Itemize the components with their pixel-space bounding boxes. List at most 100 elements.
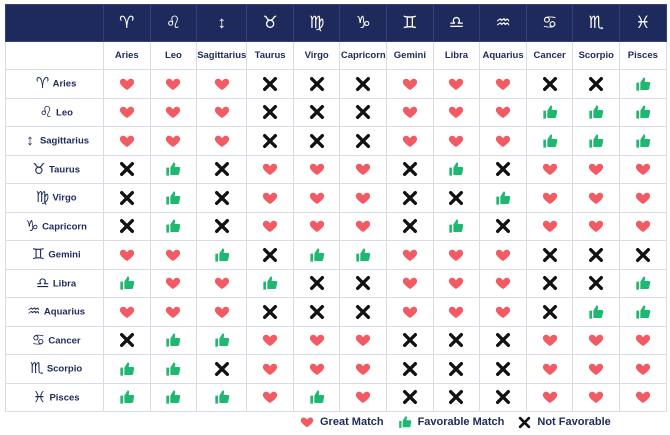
thumbs-up-icon [636,105,651,119]
compatibility-cell [339,297,388,327]
column-header: Aquarius [479,41,527,70]
column-glyph-cell: ↕ [196,4,248,42]
row-header-label: Scorpio [46,363,83,375]
compatibility-cell [525,325,574,355]
compatibility-cell [619,126,667,156]
legend: Great Match Favorable Match Not Favorabl… [300,415,625,429]
x-icon [309,105,324,120]
thumbs-up-icon [589,105,604,119]
compatibility-cell [339,126,388,156]
column-glyph-cell: ♑ [339,4,388,42]
heart-icon [495,277,511,290]
compatibility-cell [525,69,574,99]
table-row: ♌ Leo [5,97,667,127]
compatibility-cell [479,240,527,270]
compatibility-cell [149,154,198,184]
thumbs-up-icon [215,333,229,347]
heart-icon [635,163,650,176]
thumbs-up-icon [166,361,181,376]
thumbs-up-icon [496,190,511,205]
legend-great-match: Great Match [300,415,384,429]
x-icon [449,190,464,205]
thumbs-up-icon [636,76,651,91]
x-icon [356,133,371,148]
row-header: ♋ Cancer [5,325,104,355]
heart-icon [402,78,417,90]
compatibility-cell [339,183,388,213]
x-icon [263,105,278,120]
compatibility-cell [525,297,574,327]
heart-icon [262,192,278,204]
x-icon [402,190,417,205]
x-icon [589,276,604,291]
x-icon [214,219,229,234]
x-icon [402,361,417,376]
heart-icon [166,249,181,261]
heart-icon [309,220,324,233]
zodiac-glyph-icon: ♒ [495,13,511,32]
x-icon [496,219,511,234]
compatibility-cell [525,354,574,384]
compatibility-cell [149,297,198,327]
column-header: Leo [149,41,198,70]
heart-icon [589,192,604,204]
compatibility-cell [572,97,621,127]
compatibility-cell [149,268,198,298]
x-icon [214,162,229,177]
compatibility-cell [386,240,434,270]
heart-icon [495,106,511,119]
compatibility-cell [292,69,341,99]
heart-icon [402,306,417,318]
heart-icon [542,363,557,375]
column-header: Capricorn [339,41,388,70]
compatibility-cell [246,354,294,384]
x-icon [356,105,371,120]
heart-icon [300,417,314,428]
compatibility-cell [432,297,481,327]
heart-icon [402,106,417,119]
row-header: ♑ Capricorn [5,211,104,241]
heart-icon [449,106,464,119]
heart-icon [119,135,134,147]
heart-icon [542,334,557,347]
x-icon [214,190,229,205]
compatibility-cell [432,183,481,213]
heart-icon [356,391,371,404]
compatibility-cell [103,97,151,127]
compatibility-cell [386,69,434,99]
compatibility-cell [386,126,434,156]
legend-great-match-label: Great Match [320,416,384,428]
compatibility-cell [292,211,341,241]
zodiac-glyph-icon: ♉ [262,13,278,32]
compatibility-cell [196,69,248,99]
compatibility-cell [479,154,527,184]
compatibility-cell [619,325,667,355]
legend-favorable-match: Favorable Match [398,415,504,429]
compatibility-cell [149,126,198,156]
x-icon [496,333,511,348]
x-icon [263,304,278,319]
thumbs-up-icon [636,304,651,319]
heart-icon [635,220,650,233]
table-row: ♒ Aquarius [5,297,667,327]
row-header-label: Gemini [48,249,81,261]
compatibility-cell [386,268,434,298]
heart-icon [166,135,181,147]
compatibility-cell [572,69,621,99]
zodiac-glyph-icon: ♊ [402,13,418,32]
row-header-label: Libra [52,278,77,290]
compatibility-cell [339,154,388,184]
zodiac-glyph-icon: ♍ [35,189,50,207]
thumbs-up-icon [310,247,324,262]
thumbs-up-icon [215,390,229,404]
compatibility-cell [525,183,574,213]
table-row: ♍ Virgo [5,183,667,213]
compatibility-cell [149,240,198,270]
row-header-label: Virgo [52,192,77,204]
zodiac-glyph-icon: ♈ [119,13,135,32]
compatibility-cell [292,268,341,298]
compatibility-cell [196,97,248,127]
compatibility-cell [572,297,621,327]
compatibility-cell [292,297,341,327]
compatibility-cell [339,268,388,298]
